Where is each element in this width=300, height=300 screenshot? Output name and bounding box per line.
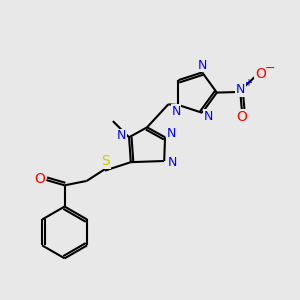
Text: O: O	[236, 110, 247, 124]
Text: −: −	[265, 62, 275, 75]
Text: N: N	[168, 156, 177, 169]
Text: S: S	[101, 154, 110, 168]
Text: N: N	[197, 58, 207, 72]
Text: +: +	[244, 78, 252, 88]
Text: N: N	[167, 127, 176, 140]
Text: N: N	[236, 83, 245, 96]
Text: N: N	[117, 129, 126, 142]
Text: O: O	[255, 67, 266, 81]
Text: N: N	[204, 110, 213, 123]
Text: O: O	[34, 172, 45, 186]
Text: N: N	[171, 105, 181, 118]
